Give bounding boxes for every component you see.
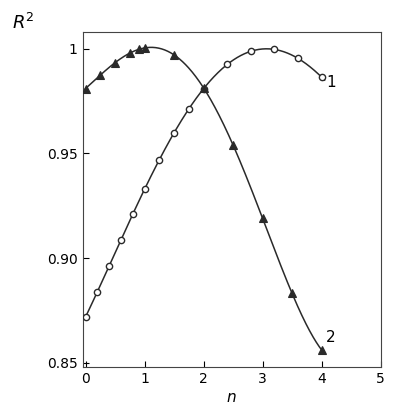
Text: $R^2$: $R^2$	[12, 13, 34, 33]
Text: 1: 1	[326, 75, 336, 89]
X-axis label: n: n	[227, 390, 236, 405]
Text: 2: 2	[326, 330, 336, 345]
